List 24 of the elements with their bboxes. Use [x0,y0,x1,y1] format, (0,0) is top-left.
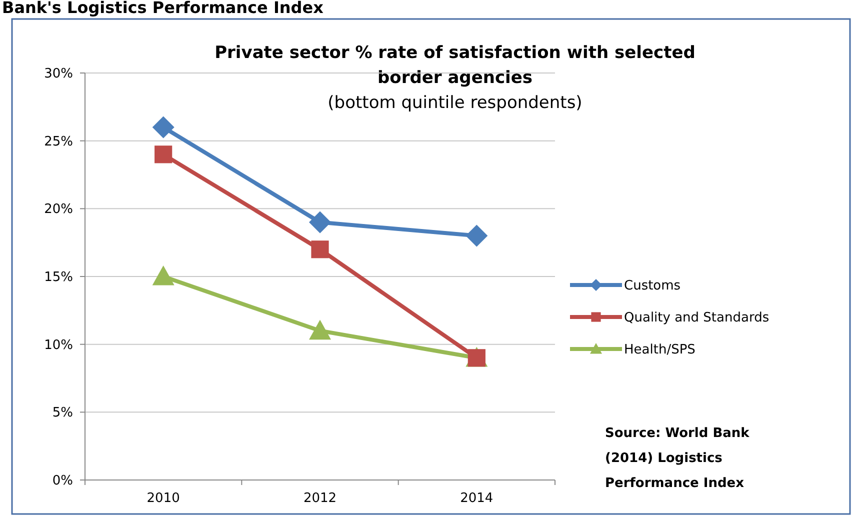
chart-title: Private sector % rate of satisfaction with selected border agencies [214,43,696,88]
legend-label: Customs [624,278,681,294]
y-tick-label: 5% [52,406,73,421]
point [152,116,174,138]
source-note: Source: World Bank (2014) Logistics Performance Index [605,426,750,491]
y-tick-label: 20% [44,202,73,218]
x-tick-label: 2014 [460,491,494,506]
legend-label: Quality and Standards [624,310,770,326]
point [309,211,331,234]
y-tick-label: 25% [44,134,73,150]
text: Bank's Logistics Performance Index [2,0,324,17]
y-tick-label: 15% [44,270,73,286]
x-tick-label: 2012 [303,491,337,506]
point [466,224,488,247]
x-tick-label: 2010 [146,491,180,506]
y-tick-label: 30% [44,66,73,82]
y-tick-label: 10% [44,338,73,353]
point [311,240,329,258]
y-tick-label: 0% [52,474,73,489]
text: (bottom quintile respondents) [328,93,582,113]
point [154,146,172,164]
point [152,266,174,286]
legend-label: Health/SPS [624,342,696,358]
point [309,320,331,340]
